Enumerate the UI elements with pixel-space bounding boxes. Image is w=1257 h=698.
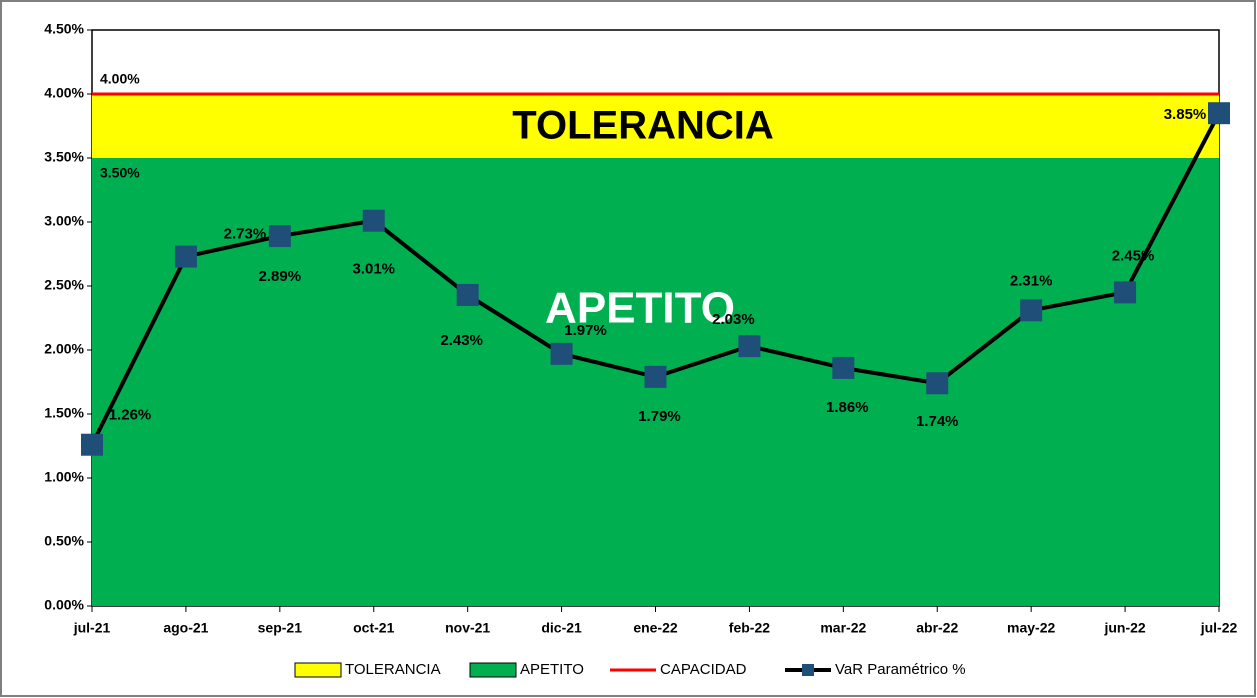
data-label: 3.85%	[1164, 106, 1207, 123]
x-tick-label: mar-22	[820, 620, 866, 636]
band-text: APETITO	[545, 284, 735, 333]
data-label: 1.79%	[638, 408, 681, 425]
y-tick-label: 2.00%	[44, 341, 84, 357]
y-tick-label: 0.00%	[44, 597, 84, 613]
x-tick-label: ene-22	[633, 620, 678, 636]
data-label: 1.86%	[826, 399, 869, 416]
y-tick-label: 4.00%	[44, 85, 84, 101]
x-tick-label: feb-22	[729, 620, 770, 636]
data-label: 2.31%	[1010, 272, 1053, 289]
marker	[1208, 102, 1230, 125]
limit-label: 4.00%	[100, 71, 140, 87]
legend-swatch	[802, 664, 814, 676]
marker	[362, 209, 385, 232]
band-label: 3.50%	[100, 165, 140, 181]
marker	[926, 372, 949, 395]
x-tick-label: dic-21	[541, 620, 582, 636]
marker	[268, 225, 291, 248]
legend-swatch	[294, 662, 342, 678]
marker	[81, 433, 103, 456]
marker	[456, 283, 479, 306]
data-label: 2.03%	[712, 311, 755, 328]
x-tick-label: jun-22	[1103, 620, 1145, 636]
data-label: 2.73%	[224, 226, 267, 243]
x-tick-label: sep-21	[258, 620, 303, 636]
y-tick-label: 2.50%	[44, 277, 84, 293]
x-tick-label: may-22	[1007, 620, 1055, 636]
x-tick-label: nov-21	[445, 620, 490, 636]
marker	[1020, 299, 1043, 322]
x-tick-label: ago-21	[163, 620, 208, 636]
marker	[550, 342, 573, 365]
legend-label: CAPACIDAD	[660, 661, 747, 678]
band-text: TOLERANCIA	[512, 104, 773, 148]
data-label: 1.74%	[916, 413, 959, 430]
x-tick-label: oct-21	[353, 620, 394, 636]
y-tick-label: 1.50%	[44, 405, 84, 421]
legend-swatch	[469, 662, 517, 678]
x-tick-label: abr-22	[916, 620, 958, 636]
data-label: 2.89%	[259, 268, 302, 285]
marker	[644, 365, 667, 388]
x-tick-label: jul-22	[1200, 620, 1238, 636]
y-tick-label: 0.50%	[44, 533, 84, 549]
data-label: 2.45%	[1112, 247, 1155, 264]
marker	[738, 335, 761, 358]
y-tick-label: 3.50%	[44, 149, 84, 165]
legend-label: VaR Paramétrico %	[835, 661, 966, 678]
data-label: 3.01%	[352, 261, 395, 278]
marker	[1114, 281, 1137, 304]
data-label: 1.97%	[564, 322, 607, 339]
y-tick-label: 4.50%	[44, 21, 84, 37]
x-tick-label: jul-21	[73, 620, 111, 636]
band	[92, 94, 1219, 158]
data-label: 1.26%	[109, 407, 152, 424]
legend-label: APETITO	[520, 661, 584, 678]
y-tick-label: 1.00%	[44, 469, 84, 485]
y-tick-label: 3.00%	[44, 213, 84, 229]
marker	[832, 356, 855, 379]
marker	[174, 245, 197, 268]
legend-label: TOLERANCIA	[345, 661, 441, 678]
data-label: 2.43%	[440, 332, 483, 349]
